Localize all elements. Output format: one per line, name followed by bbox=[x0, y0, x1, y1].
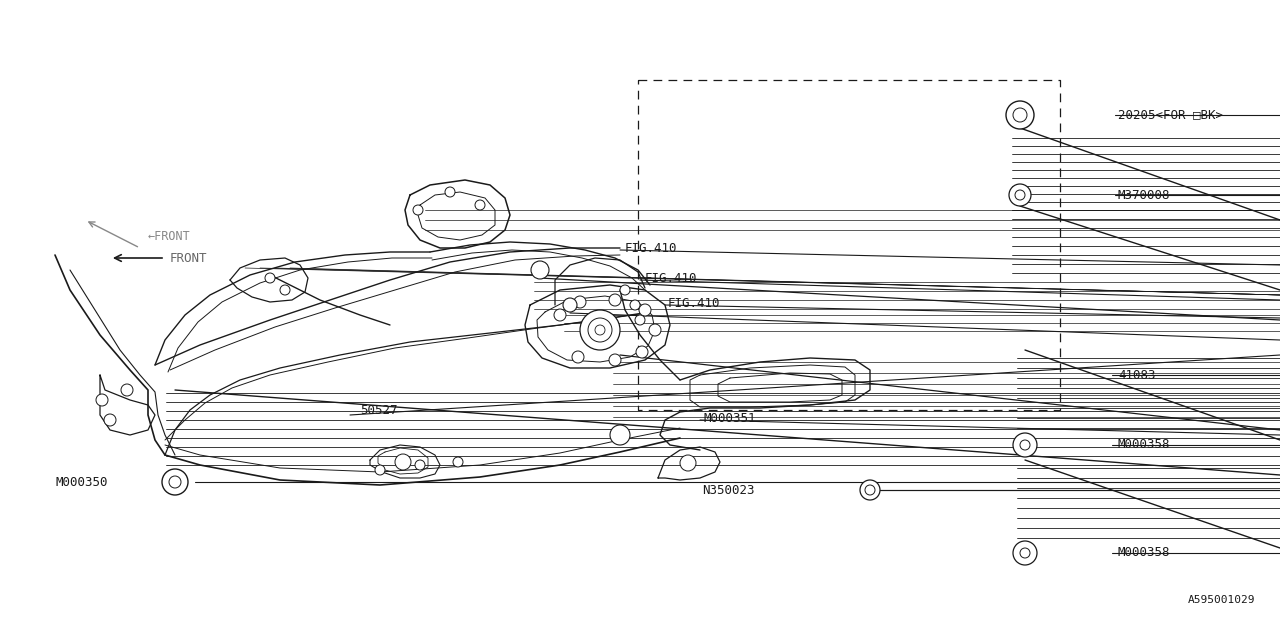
Circle shape bbox=[280, 285, 291, 295]
Circle shape bbox=[169, 476, 180, 488]
Circle shape bbox=[475, 200, 485, 210]
Text: 41083: 41083 bbox=[1117, 369, 1156, 381]
Circle shape bbox=[572, 351, 584, 363]
Text: FIG.410: FIG.410 bbox=[645, 271, 698, 285]
Circle shape bbox=[609, 294, 621, 306]
Text: M000358: M000358 bbox=[1117, 438, 1170, 451]
Circle shape bbox=[415, 460, 425, 470]
Circle shape bbox=[636, 346, 648, 358]
Text: M000351: M000351 bbox=[703, 412, 755, 424]
Circle shape bbox=[609, 354, 621, 366]
Text: ←FRONT: ←FRONT bbox=[148, 230, 191, 243]
Text: M000358: M000358 bbox=[1117, 547, 1170, 559]
Circle shape bbox=[163, 469, 188, 495]
Circle shape bbox=[563, 298, 577, 312]
Circle shape bbox=[1012, 541, 1037, 565]
Circle shape bbox=[573, 296, 586, 308]
Text: N350023: N350023 bbox=[703, 483, 755, 497]
Circle shape bbox=[635, 315, 645, 325]
Circle shape bbox=[1015, 190, 1025, 200]
Circle shape bbox=[104, 414, 116, 426]
Circle shape bbox=[445, 187, 454, 197]
Circle shape bbox=[96, 394, 108, 406]
Circle shape bbox=[595, 325, 605, 335]
Circle shape bbox=[630, 300, 640, 310]
Circle shape bbox=[1012, 108, 1027, 122]
Circle shape bbox=[1009, 184, 1030, 206]
Circle shape bbox=[396, 454, 411, 470]
Circle shape bbox=[860, 480, 881, 500]
Circle shape bbox=[554, 309, 566, 321]
Circle shape bbox=[453, 457, 463, 467]
Circle shape bbox=[1020, 548, 1030, 558]
Text: FRONT: FRONT bbox=[170, 252, 207, 264]
Text: M000350: M000350 bbox=[55, 476, 108, 488]
Circle shape bbox=[580, 310, 620, 350]
Circle shape bbox=[680, 455, 696, 471]
Circle shape bbox=[531, 261, 549, 279]
Circle shape bbox=[375, 465, 385, 475]
Text: FIG.410: FIG.410 bbox=[625, 241, 677, 255]
Circle shape bbox=[265, 273, 275, 283]
Circle shape bbox=[1020, 440, 1030, 450]
Circle shape bbox=[611, 425, 630, 445]
Text: FIG.410: FIG.410 bbox=[668, 296, 721, 310]
Circle shape bbox=[649, 324, 660, 336]
Circle shape bbox=[1012, 433, 1037, 457]
Text: 50527: 50527 bbox=[360, 403, 398, 417]
Circle shape bbox=[413, 205, 422, 215]
Circle shape bbox=[588, 318, 612, 342]
Circle shape bbox=[122, 384, 133, 396]
Circle shape bbox=[639, 304, 652, 316]
Text: M370008: M370008 bbox=[1117, 189, 1170, 202]
Text: A595001029: A595001029 bbox=[1188, 595, 1254, 605]
Circle shape bbox=[620, 285, 630, 295]
Circle shape bbox=[1006, 101, 1034, 129]
Circle shape bbox=[865, 485, 876, 495]
Text: 20205<FOR □BK>: 20205<FOR □BK> bbox=[1117, 109, 1222, 122]
